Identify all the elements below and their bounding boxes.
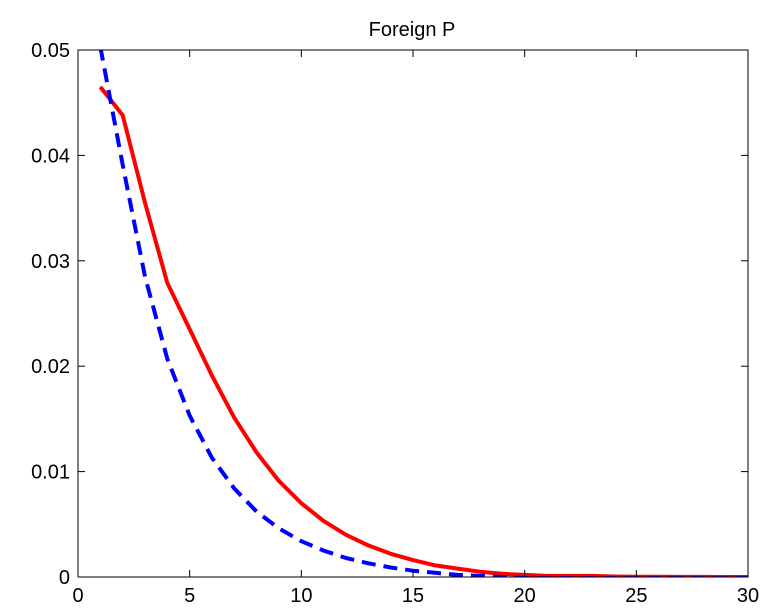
y-tick-label: 0.04 [31, 145, 70, 167]
x-tick-label: 15 [402, 585, 424, 607]
series-line-solid [98, 85, 748, 577]
x-tick-label: 0 [72, 585, 83, 607]
plot-frame [77, 49, 749, 578]
y-tick-label: 0 [59, 567, 70, 589]
x-tick-label: 20 [514, 585, 536, 607]
y-tick-label: 0.05 [31, 40, 70, 62]
y-tick-label: 0.02 [31, 356, 70, 378]
series-layer [98, 50, 748, 577]
chart-title: Foreign P [369, 19, 456, 41]
ticks-layer: 0 5 10 15 20 25 30 0 0.01 0.02 0.03 0.04 0.05 [31, 40, 759, 607]
x-tick-label: 10 [290, 585, 312, 607]
y-tick-label: 0.03 [31, 251, 70, 273]
series-line-dashed [98, 50, 748, 577]
x-tick-label: 25 [625, 585, 647, 607]
x-tick-label: 30 [737, 585, 759, 607]
x-tick-label: 5 [184, 585, 195, 607]
y-tick-label: 0.01 [31, 462, 70, 484]
